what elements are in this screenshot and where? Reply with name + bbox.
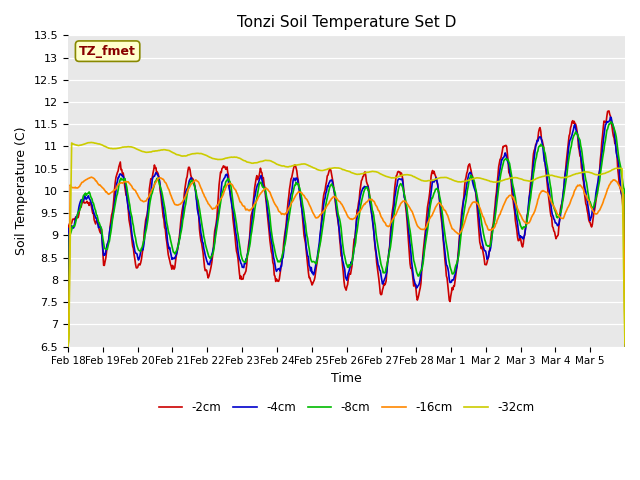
-8cm [435, 191, 443, 196]
-2cm [605, 108, 613, 114]
-2cm [280, 234, 288, 240]
-8cm [404, 213, 412, 219]
-2cm [232, 242, 239, 248]
-32cm [64, 344, 72, 349]
-8cm [129, 223, 137, 228]
-32cm [260, 158, 268, 164]
-16cm [621, 340, 629, 346]
-2cm [260, 175, 268, 180]
-4cm [64, 344, 72, 349]
-32cm [436, 175, 444, 180]
-32cm [88, 140, 95, 145]
Line: -4cm: -4cm [68, 117, 625, 347]
-4cm [129, 239, 137, 245]
-8cm [621, 300, 629, 306]
-32cm [404, 172, 412, 178]
-16cm [282, 211, 289, 217]
-2cm [404, 230, 412, 236]
-4cm [280, 241, 288, 247]
-16cm [233, 190, 241, 195]
-2cm [129, 245, 137, 251]
-16cm [64, 344, 72, 349]
-32cm [131, 145, 138, 151]
-32cm [233, 154, 241, 160]
-4cm [607, 114, 614, 120]
-8cm [260, 184, 268, 190]
Line: -16cm: -16cm [68, 177, 625, 347]
-8cm [232, 217, 239, 223]
-32cm [621, 344, 629, 349]
-2cm [435, 192, 443, 198]
Text: TZ_fmet: TZ_fmet [79, 45, 136, 58]
-4cm [232, 230, 239, 236]
Line: -32cm: -32cm [68, 143, 625, 347]
-2cm [64, 344, 72, 349]
Y-axis label: Soil Temperature (C): Soil Temperature (C) [15, 127, 28, 255]
-16cm [131, 187, 138, 192]
Title: Tonzi Soil Temperature Set D: Tonzi Soil Temperature Set D [237, 15, 456, 30]
-4cm [435, 193, 443, 199]
Legend: -2cm, -4cm, -8cm, -16cm, -32cm: -2cm, -4cm, -8cm, -16cm, -32cm [154, 396, 540, 419]
Line: -8cm: -8cm [68, 122, 625, 347]
-4cm [404, 219, 412, 225]
-8cm [280, 243, 288, 249]
-8cm [64, 344, 72, 349]
-4cm [260, 184, 268, 190]
-16cm [436, 200, 444, 206]
-16cm [88, 174, 95, 180]
X-axis label: Time: Time [331, 372, 362, 385]
-16cm [404, 203, 412, 209]
-32cm [282, 164, 289, 169]
-8cm [607, 119, 615, 125]
-4cm [621, 344, 629, 349]
-16cm [260, 187, 268, 192]
-2cm [621, 344, 629, 349]
Line: -2cm: -2cm [68, 111, 625, 347]
